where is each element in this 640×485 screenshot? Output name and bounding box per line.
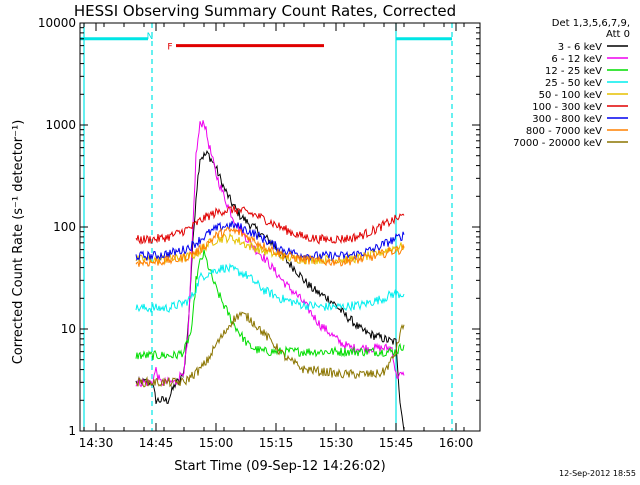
annotation-label-0: N: [147, 32, 154, 42]
series-line-7: [135, 226, 405, 267]
series-line-6: [135, 220, 405, 262]
x-tick-label-0: 14:30: [79, 436, 114, 450]
legend-label-8: 7000 - 20000 keV: [513, 138, 602, 149]
legend-label-3: 25 - 50 keV: [545, 78, 602, 89]
legend-label-0: 3 - 6 keV: [558, 42, 602, 53]
annotation-label-1: F: [167, 43, 172, 53]
legend-header-0: Det 1,3,5,6,7,9,: [552, 18, 630, 29]
axes-layer: 14:30 14:45 15:00 15:15 15:30 15:45 16:00 1 10 10…: [38, 16, 481, 450]
legend-header-1: Att 0: [606, 29, 630, 40]
legend-label-2: 12 - 25 keV: [545, 66, 602, 77]
annotation-layer: NF: [80, 23, 453, 431]
x-tick-label-3: 15:15: [259, 436, 294, 450]
x-tick-label-5: 15:45: [379, 436, 414, 450]
legend-label-7: 800 - 7000 keV: [526, 126, 602, 137]
chart-title: HESSI Observing Summary Count Rates, Cor…: [74, 2, 456, 20]
series-layer: [135, 120, 405, 432]
y-tick-label-1: 10: [61, 322, 76, 336]
series-line-5: [135, 205, 405, 245]
legend-label-1: 6 - 12 keV: [551, 54, 602, 65]
y-axis-label: Corrected Count Rate (s⁻¹ detector⁻¹): [11, 120, 26, 365]
y-tick-label-0: 1: [68, 424, 76, 438]
series-line-3: [135, 262, 405, 313]
x-tick-label-4: 15:30: [319, 436, 354, 450]
legend-label-5: 100 - 300 keV: [532, 102, 602, 113]
series-line-0: [135, 149, 405, 432]
x-tick-label-2: 15:00: [199, 436, 234, 450]
series-line-8: [135, 311, 405, 388]
footer-timestamp: 12-Sep-2012 18:55: [559, 469, 636, 478]
x-axis-label: Start Time (09-Sep-12 14:26:02): [174, 459, 385, 474]
x-tick-label-1: 14:45: [139, 436, 174, 450]
series-line-2: [135, 249, 405, 360]
x-tick-label-6: 16:00: [439, 436, 474, 450]
y-tick-label-4: 10000: [38, 16, 76, 30]
legend-label-6: 300 - 800 keV: [532, 114, 602, 125]
y-tick-label-3: 1000: [45, 118, 76, 132]
legend-label-4: 50 - 100 keV: [539, 90, 603, 101]
y-tick-label-2: 100: [53, 220, 76, 234]
